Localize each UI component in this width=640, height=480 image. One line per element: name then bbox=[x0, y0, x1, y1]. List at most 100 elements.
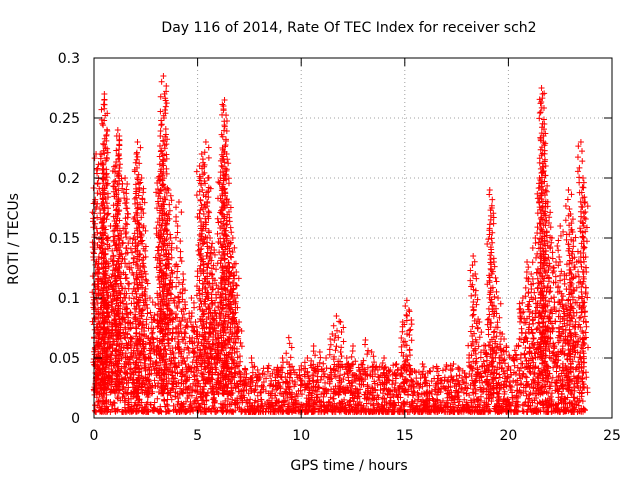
data-point bbox=[170, 350, 177, 357]
data-point bbox=[157, 308, 164, 315]
data-point bbox=[168, 369, 175, 376]
data-point bbox=[325, 398, 332, 405]
data-point bbox=[173, 204, 180, 211]
data-point bbox=[444, 408, 451, 415]
data-point bbox=[494, 400, 501, 407]
data-point bbox=[190, 369, 197, 376]
data-point bbox=[363, 371, 370, 378]
data-point bbox=[310, 361, 317, 368]
data-point bbox=[114, 172, 121, 179]
data-point bbox=[135, 286, 142, 293]
data-point bbox=[276, 405, 283, 412]
data-point bbox=[355, 364, 362, 371]
data-point bbox=[178, 350, 185, 357]
data-point bbox=[104, 338, 111, 345]
data-point bbox=[151, 399, 158, 406]
data-point bbox=[258, 396, 265, 403]
data-point bbox=[434, 397, 441, 404]
data-point bbox=[127, 310, 134, 317]
data-point bbox=[102, 176, 109, 183]
data-point bbox=[148, 367, 155, 374]
data-point bbox=[98, 151, 105, 158]
data-point bbox=[144, 375, 151, 382]
data-point bbox=[513, 408, 520, 415]
data-point bbox=[160, 73, 167, 79]
data-point bbox=[131, 279, 138, 286]
data-point bbox=[170, 402, 177, 409]
data-point bbox=[114, 215, 121, 222]
data-point bbox=[114, 295, 121, 302]
data-point bbox=[135, 220, 142, 227]
data-point bbox=[153, 358, 160, 365]
data-point bbox=[132, 159, 139, 166]
data-point bbox=[333, 404, 340, 411]
data-point bbox=[547, 393, 554, 400]
data-point bbox=[455, 388, 462, 395]
data-point bbox=[363, 400, 370, 407]
data-point bbox=[108, 351, 115, 358]
data-point bbox=[116, 165, 123, 171]
data-point bbox=[161, 196, 168, 203]
data-point bbox=[99, 166, 106, 173]
data-point bbox=[102, 364, 109, 371]
data-point bbox=[568, 400, 575, 407]
data-point bbox=[390, 362, 397, 369]
data-point bbox=[548, 408, 555, 415]
data-point bbox=[121, 256, 128, 263]
data-point bbox=[105, 406, 112, 413]
data-point bbox=[180, 276, 187, 283]
data-point bbox=[157, 93, 164, 100]
data-point bbox=[136, 180, 143, 187]
data-point bbox=[390, 401, 397, 408]
data-point bbox=[106, 359, 113, 366]
data-point bbox=[199, 371, 206, 378]
data-point bbox=[131, 389, 138, 396]
data-point bbox=[147, 355, 154, 362]
data-point bbox=[193, 359, 200, 366]
data-point bbox=[91, 407, 98, 414]
data-point bbox=[442, 403, 449, 410]
data-point bbox=[152, 359, 159, 366]
data-point bbox=[117, 335, 124, 342]
data-point bbox=[196, 403, 203, 410]
data-point bbox=[194, 353, 201, 360]
data-point bbox=[164, 242, 171, 249]
data-point bbox=[483, 395, 490, 402]
data-point bbox=[197, 408, 204, 415]
data-point bbox=[219, 111, 226, 118]
data-point bbox=[99, 120, 106, 127]
data-point bbox=[178, 209, 185, 216]
data-point bbox=[413, 375, 420, 382]
data-point bbox=[159, 340, 166, 347]
data-point bbox=[95, 335, 102, 342]
data-point bbox=[142, 243, 149, 250]
data-point bbox=[99, 202, 106, 209]
data-point bbox=[234, 395, 241, 402]
data-point bbox=[180, 306, 187, 313]
data-point bbox=[134, 262, 141, 269]
data-point bbox=[158, 222, 165, 229]
data-point bbox=[123, 245, 130, 252]
data-point bbox=[106, 243, 113, 250]
data-point bbox=[168, 357, 175, 364]
data-point bbox=[527, 405, 534, 412]
data-point bbox=[142, 271, 149, 277]
data-point bbox=[172, 389, 179, 396]
data-point bbox=[263, 375, 270, 382]
data-point bbox=[127, 334, 134, 341]
data-point bbox=[441, 401, 448, 408]
data-point bbox=[146, 339, 153, 346]
data-point bbox=[111, 233, 118, 240]
data-point bbox=[267, 408, 274, 415]
data-point bbox=[100, 240, 107, 247]
data-point bbox=[154, 311, 161, 318]
data-point bbox=[97, 155, 104, 162]
data-point bbox=[555, 400, 562, 407]
data-point bbox=[100, 219, 107, 226]
data-point bbox=[113, 277, 120, 284]
data-point bbox=[103, 200, 110, 207]
data-point bbox=[214, 230, 221, 237]
data-point bbox=[184, 395, 191, 402]
data-point bbox=[348, 403, 355, 410]
data-point bbox=[131, 390, 138, 397]
